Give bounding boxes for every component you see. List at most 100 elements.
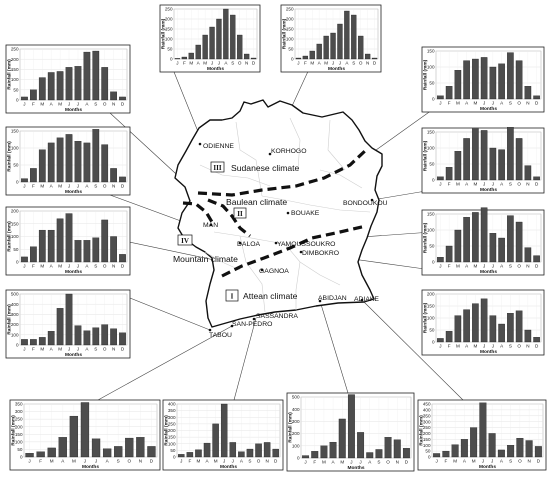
- bar-j-5: [209, 26, 215, 60]
- bar-d-11: [533, 176, 540, 181]
- y-tick-label: 0: [291, 57, 294, 62]
- y-tick-label: 250: [165, 7, 173, 12]
- city-label-odienne: ODIENNE: [203, 143, 234, 150]
- bar-s-8: [92, 237, 100, 263]
- x-tick-label: A: [106, 459, 110, 464]
- bar-a-3: [203, 442, 211, 458]
- bar-a-3: [47, 72, 55, 101]
- x-tick-label: M: [340, 460, 344, 465]
- y-tick-label: 50: [429, 328, 435, 333]
- y-tick-label: 400: [11, 302, 19, 307]
- x-tick-label: A: [368, 460, 372, 465]
- y-axis-label: Rainfall (mm): [161, 18, 167, 49]
- x-tick-label: A: [332, 460, 336, 465]
- x-tick-label: D: [150, 459, 154, 464]
- bar-d-11: [533, 95, 540, 100]
- plot-area: [23, 403, 158, 458]
- y-axis-label: Rainfall (mm): [419, 415, 425, 446]
- x-tick-label: J: [350, 460, 352, 465]
- y-tick-label: 200: [427, 292, 435, 297]
- y-tick-label: 0: [16, 260, 19, 265]
- y-axis-label: Rainfall (mm): [423, 59, 429, 90]
- y-tick-label: 300: [15, 409, 23, 414]
- y-tick-label: 200: [423, 431, 431, 436]
- bar-o-9: [125, 437, 134, 458]
- x-tick-label: D: [121, 184, 125, 189]
- x-tick-label: J: [491, 459, 493, 464]
- city-label-man: MAN: [203, 222, 218, 229]
- x-tick-label: D: [121, 102, 125, 107]
- city-label-bondoukou: BONDOUKOU: [343, 200, 388, 207]
- y-tick-label: 500: [292, 395, 300, 400]
- plot-area: [19, 130, 128, 183]
- x-tick-label: J: [439, 264, 441, 269]
- bar-f-1: [186, 452, 194, 458]
- x-axis-label: Months: [65, 269, 82, 275]
- x-tick-label: F: [444, 459, 447, 464]
- bar-n-10: [110, 168, 117, 183]
- y-tick-label: 0: [16, 98, 19, 103]
- y-axis-label: Rainfall (mm): [423, 140, 429, 171]
- bar-a-3: [329, 441, 337, 459]
- x-tick-label: A: [50, 184, 54, 189]
- x-tick-label: J: [339, 61, 341, 66]
- bar-a-3: [47, 331, 55, 346]
- y-tick-label: 50: [13, 87, 19, 92]
- x-tick-label: M: [472, 459, 476, 464]
- bar-j-0: [25, 453, 34, 458]
- bar-j-0: [174, 58, 181, 60]
- x-tick-label: J: [223, 459, 225, 464]
- bar-o-9: [255, 443, 262, 458]
- bar-d-11: [533, 255, 540, 263]
- bar-f-1: [445, 245, 453, 263]
- bar-m-2: [38, 149, 46, 183]
- y-axis-label: Rainfall (mm): [7, 221, 13, 252]
- x-tick-label: M: [197, 459, 201, 464]
- bar-a-7: [498, 323, 505, 343]
- x-tick-label: J: [482, 459, 484, 464]
- y-tick-label: 0: [432, 97, 435, 102]
- x-tick-label: A: [318, 61, 322, 66]
- x-tick-label: M: [214, 459, 218, 464]
- x-tick-label: O: [128, 459, 132, 464]
- y-tick-label: 150: [15, 432, 23, 437]
- bar-m-4: [56, 71, 64, 101]
- x-tick-label: S: [377, 460, 380, 465]
- x-tick-label: D: [535, 344, 539, 349]
- y-tick-label: 150: [11, 129, 19, 134]
- bar-n-10: [110, 236, 117, 263]
- y-tick-label: 100: [292, 443, 300, 448]
- x-tick-label: M: [324, 61, 328, 66]
- x-tick-label: A: [61, 459, 65, 464]
- x-tick-label: F: [448, 264, 451, 269]
- x-axis-label: Months: [65, 189, 82, 195]
- bar-j-6: [229, 442, 237, 458]
- x-tick-label: J: [483, 101, 485, 106]
- x-tick-label: N: [112, 347, 115, 352]
- x-tick-label: N: [527, 459, 530, 464]
- bar-d-11: [533, 337, 540, 343]
- bar-j-6: [489, 315, 497, 343]
- bar-j-5: [330, 32, 336, 60]
- x-tick-label: N: [139, 459, 142, 464]
- x-tick-label: A: [345, 61, 349, 66]
- x-tick-label: D: [373, 61, 377, 66]
- bar-n-10: [110, 91, 117, 101]
- city-label-abidjan: ABIDJAN: [318, 295, 347, 302]
- x-tick-label: F: [39, 459, 42, 464]
- x-tick-label: A: [500, 264, 504, 269]
- bar-f-1: [445, 331, 453, 343]
- zone-label-mountain: IV Mountain climate: [173, 234, 238, 264]
- x-tick-label: D: [535, 264, 539, 269]
- bar-a-3: [47, 142, 55, 183]
- bar-j-6: [488, 433, 496, 458]
- bar-j-5: [65, 67, 73, 101]
- y-tick-label: 400: [423, 407, 431, 412]
- x-tick-label: J: [492, 101, 494, 106]
- y-axis-label: Rainfall (mm): [7, 141, 13, 172]
- x-tick-label: M: [456, 264, 460, 269]
